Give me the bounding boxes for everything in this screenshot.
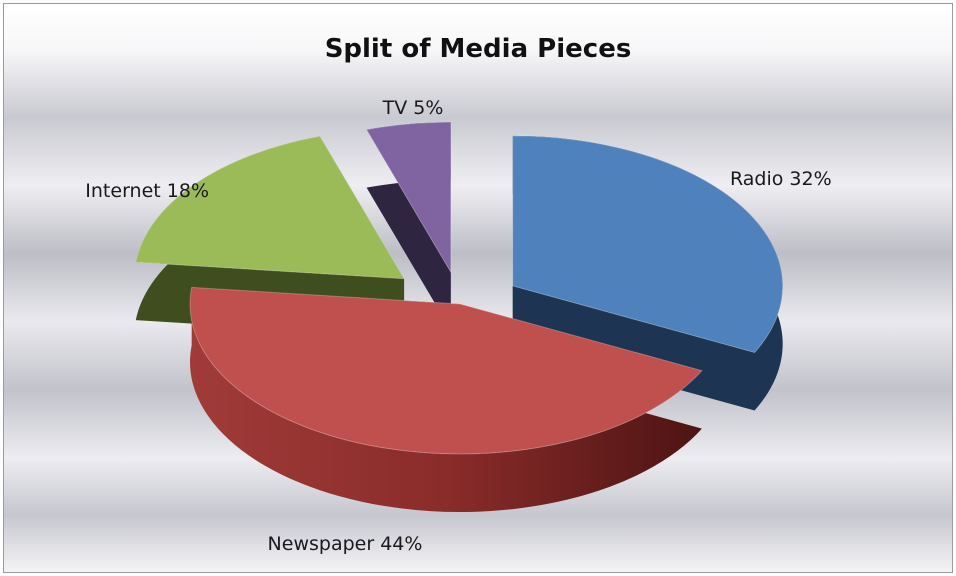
pie-slice-internet: [135, 135, 406, 280]
chart-area: Split of Media Pieces Radio 32% Newspaper…: [3, 3, 953, 573]
data-label-tv: TV 5%: [382, 97, 444, 119]
pie-slice-newspaper: [189, 286, 703, 455]
pie-slice-tv: [365, 121, 452, 275]
data-label-newspaper: Newspaper 44%: [268, 533, 423, 555]
data-label-radio: Radio 32%: [730, 168, 832, 190]
pie-slice-radio: [512, 135, 784, 354]
data-label-internet: Internet 18%: [85, 180, 209, 202]
pie-chart: Radio 32% Newspaper 44% Internet 18% TV 5%: [85, 97, 832, 555]
chart-title: Split of Media Pieces: [324, 34, 632, 64]
